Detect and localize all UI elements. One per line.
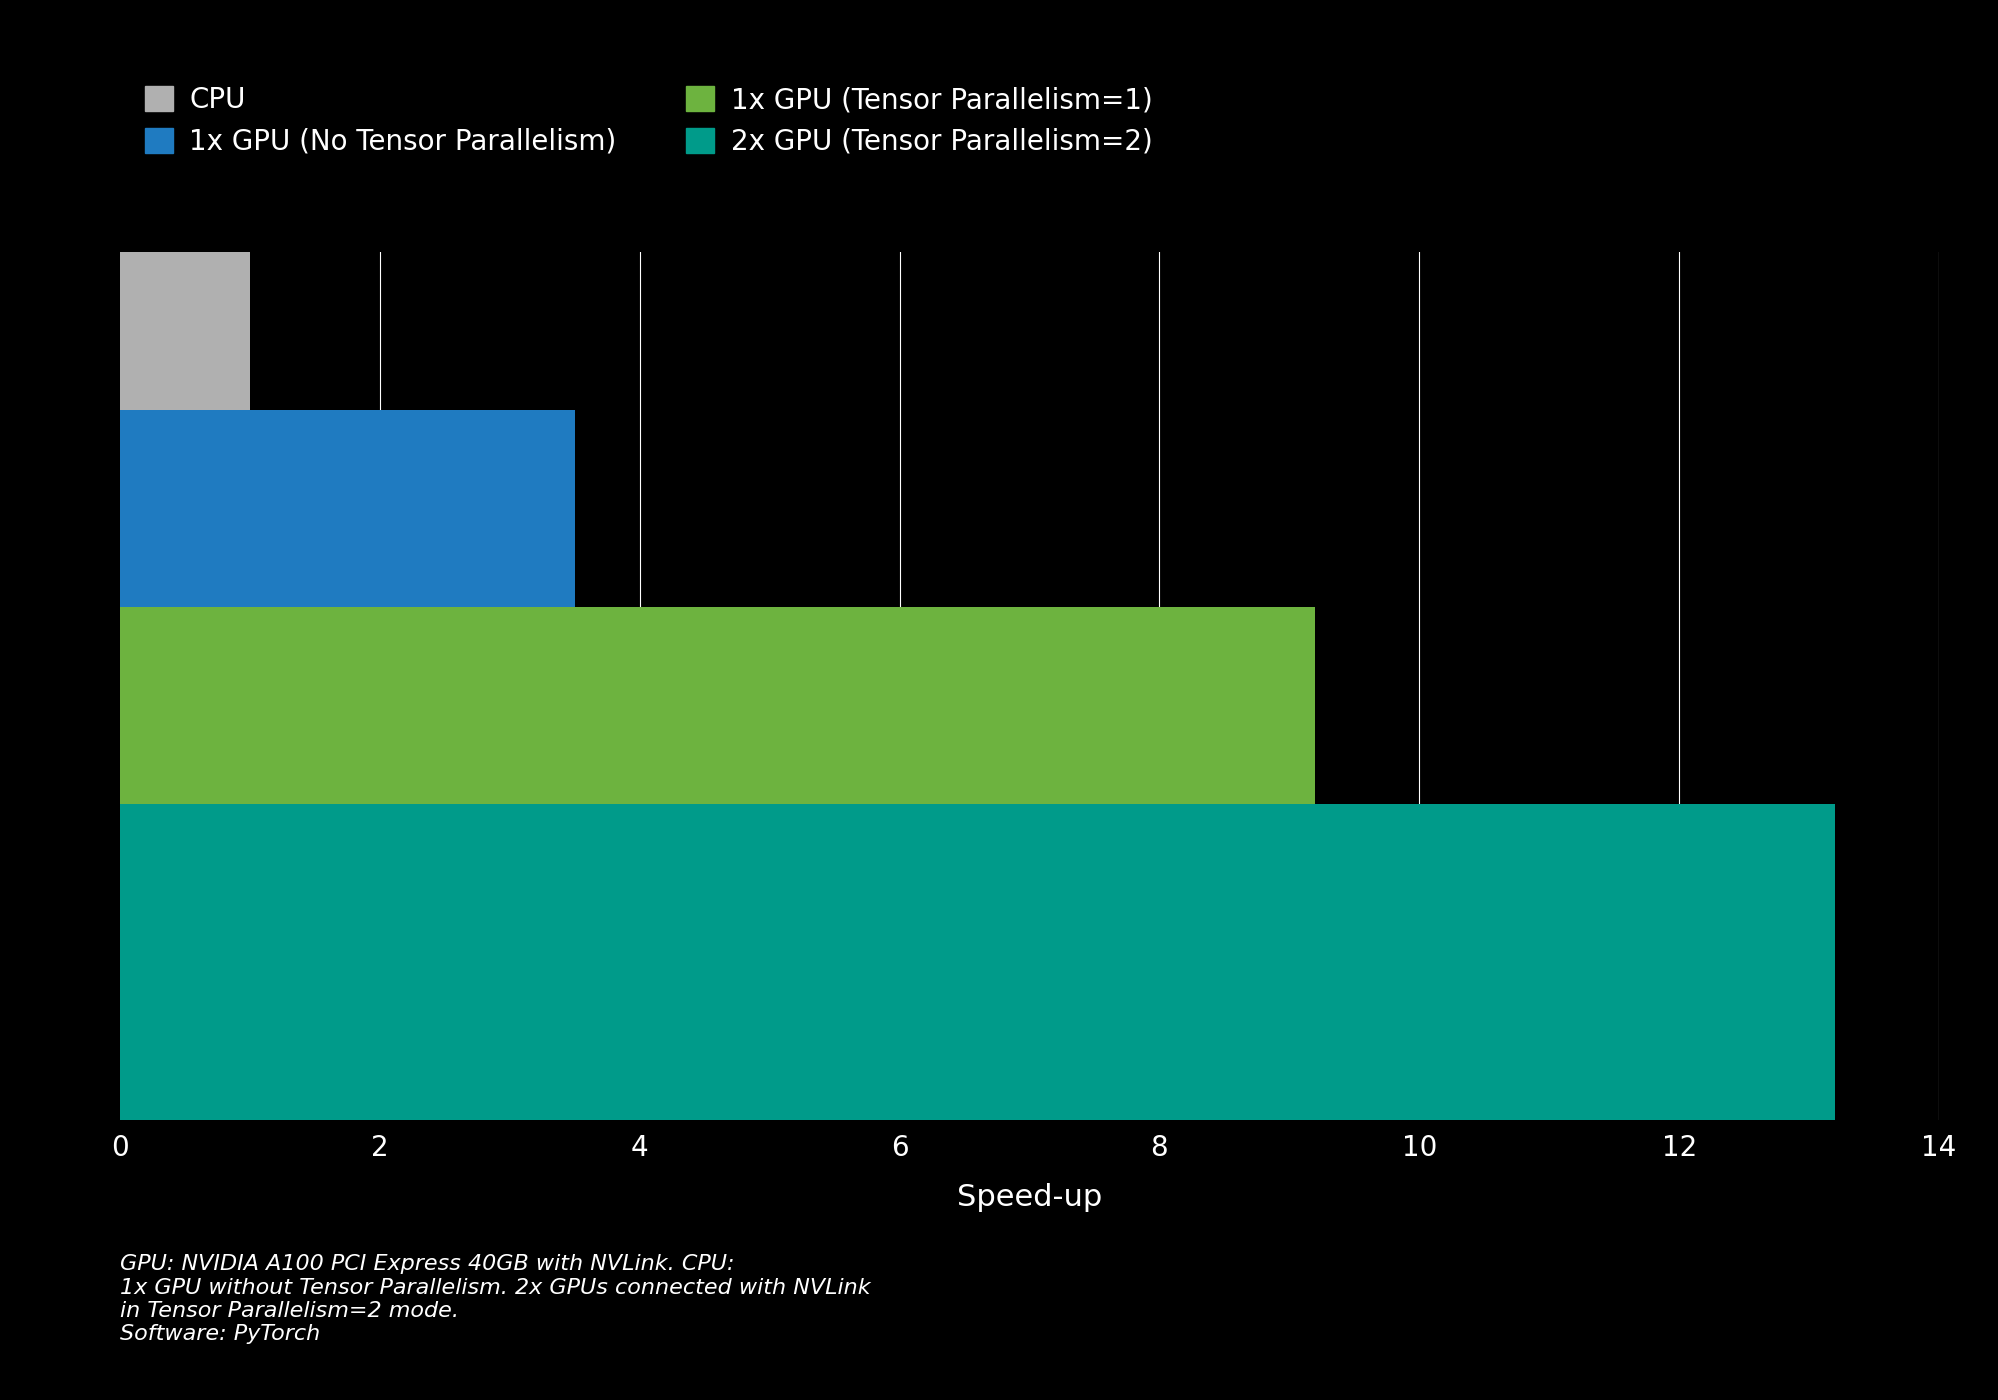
X-axis label: Speed-up: Speed-up xyxy=(957,1183,1101,1212)
Bar xyxy=(120,410,575,764)
Legend: CPU, 1x GPU (No Tensor Parallelism), 1x GPU (Tensor Parallelism=1), 2x GPU (Tens: CPU, 1x GPU (No Tensor Parallelism), 1x … xyxy=(134,76,1163,167)
Bar xyxy=(120,805,1834,1159)
Text: GPU: NVIDIA A100 PCI Express 40GB with NVLink. CPU:
1x GPU without Tensor Parall: GPU: NVIDIA A100 PCI Express 40GB with N… xyxy=(120,1254,871,1344)
Bar xyxy=(120,213,250,567)
Bar xyxy=(120,608,1315,962)
